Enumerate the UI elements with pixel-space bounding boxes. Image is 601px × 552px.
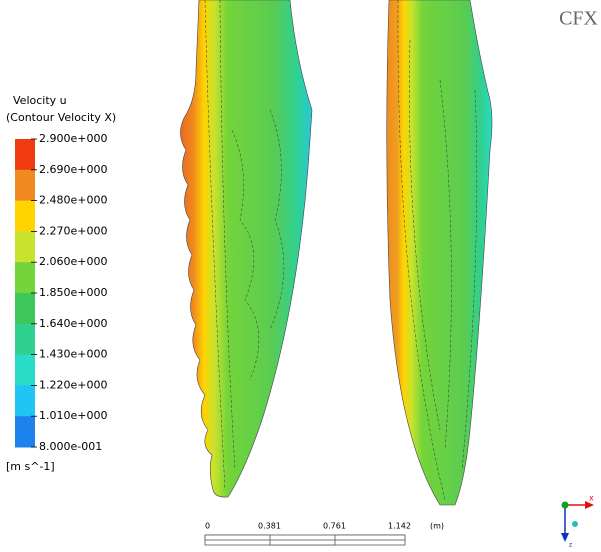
legend-band [15,416,35,448]
legend-label: 1.010e+000 [39,409,107,422]
z-arrow-head [561,533,569,542]
right-body [386,0,493,506]
legend-band [15,323,35,356]
legend-band [15,385,35,417]
legend-band [15,231,35,263]
scale-seg [269,539,336,546]
left-body [180,0,313,498]
scale-label: 1.142 [388,522,411,531]
legend-label: 2.270e+000 [39,224,107,237]
legend-band [15,200,35,232]
legend-band [15,354,35,386]
x-arrow-head [585,501,594,509]
legend-label: 1.640e+000 [39,317,107,330]
scale-seg [204,534,271,541]
legend-subtitle: (Contour Velocity X) [6,111,116,124]
scale-label: 0 [205,522,210,531]
x-axis-label: x [589,494,594,503]
axis-triad: x z [561,494,594,549]
legend-unit: [m s^-1] [6,460,55,473]
triad-dot [572,521,578,527]
scale-bar: (m) 0 0.381 0.761 1.142 [204,522,444,546]
legend-band [15,293,35,325]
scale-label: 0.381 [258,522,281,531]
logo: CFX [559,8,598,30]
legend-label: 2.690e+000 [39,163,107,176]
y-axis-dot [561,501,569,509]
scale-unit: (m) [430,522,444,531]
legend-label: 1.220e+000 [39,378,107,391]
scale-label: 0.761 [323,522,346,531]
legend: Velocity u (Contour Velocity X) [m s^-1]… [6,94,116,473]
right-contours [397,0,478,501]
legend-band [15,169,35,202]
scale-seg [334,534,406,541]
legend-label: 8.000e-001 [39,440,102,453]
legend-band [15,139,35,171]
legend-title: Velocity u [13,94,67,107]
legend-label: 2.480e+000 [39,194,107,207]
legend-label: 2.060e+000 [39,255,107,268]
z-axis-label: z [569,542,572,549]
legend-label: 1.850e+000 [39,286,107,299]
legend-label: 2.900e+000 [39,132,107,145]
left-contours [204,0,285,491]
legend-band [15,262,35,294]
legend-label: 1.430e+000 [39,348,107,361]
